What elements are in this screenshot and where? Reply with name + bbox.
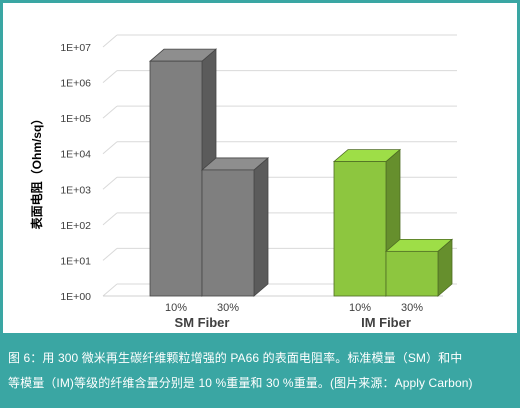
gridline-diag [102, 176, 118, 190]
y-tick-label: 1E+03 [60, 184, 91, 196]
y-tick-label: 1E+02 [60, 220, 91, 232]
caption-line-1: 图 6：用 300 微米再生碳纤维颗粒增强的 PA66 的表面电阻率。标准模量（… [8, 351, 463, 365]
x-tick-label: 30% [401, 302, 423, 314]
bar [201, 169, 255, 297]
bar [333, 161, 387, 297]
y-tick-label: 1E+01 [60, 255, 91, 267]
y-tick-label: 1E+00 [60, 291, 91, 303]
x-tick-label: 10% [349, 302, 371, 314]
figure-caption: 图 6：用 300 微米再生碳纤维颗粒增强的 PA66 的表面电阻率。标准模量（… [8, 346, 514, 402]
gridline-diag [102, 105, 118, 119]
y-axis-label: 表面电阻（Ohm/sq） [29, 113, 44, 231]
caption-line-2: 等模量（IM)等级的纤维含量分别是 10 %重量和 30 %重量。(图片来源：A… [8, 376, 473, 390]
gridline-diag [102, 212, 118, 226]
group-label: IM Fiber [361, 315, 411, 330]
gridline-diag [102, 141, 118, 155]
gridline-diag [102, 34, 118, 48]
chart-svg: 1E+00 1E+01 1E+02 1E+03 1E+04 1E+05 1E+06 1E+07… [29, 34, 457, 330]
bar-side [253, 157, 269, 297]
y-tick-label: 1E+07 [60, 42, 91, 54]
bar [385, 250, 439, 297]
group-label: SM Fiber [175, 315, 230, 330]
y-tick-label: 1E+05 [60, 113, 91, 125]
chart-panel: 1E+00 1E+01 1E+02 1E+03 1E+04 1E+05 1E+06 1E+07… [3, 3, 517, 333]
y-tick-label: 1E+04 [60, 149, 91, 161]
gridline-diag [102, 248, 118, 261]
x-tick-label: 30% [217, 302, 239, 314]
y-tick-label: 1E+06 [60, 78, 91, 90]
bar [149, 60, 203, 297]
x-tick-label: 10% [165, 302, 187, 314]
gridline-diag [102, 283, 118, 297]
gridline-diag [102, 70, 118, 83]
